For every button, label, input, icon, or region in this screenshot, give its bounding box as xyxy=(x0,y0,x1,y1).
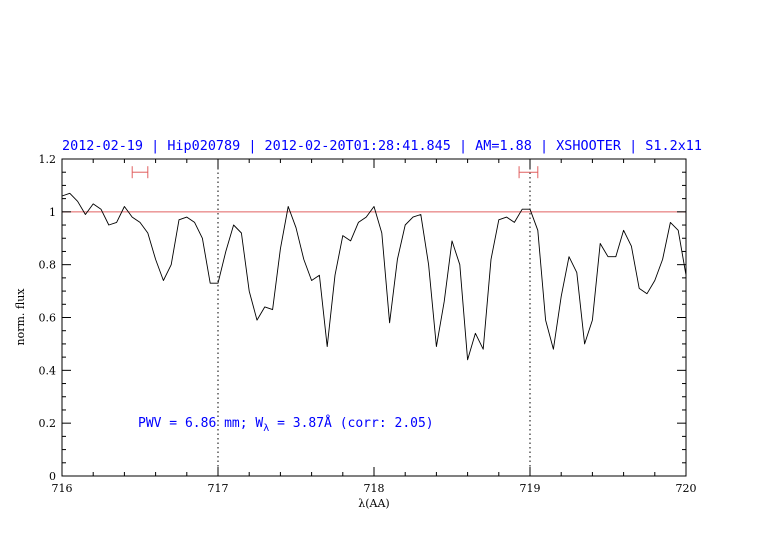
annotation-prefix: PWV = 6.86 mm; W xyxy=(138,416,263,431)
axis-ticks xyxy=(61,158,687,477)
y-tick-label: 1.2 xyxy=(39,153,57,166)
series-layer xyxy=(61,192,687,361)
pwv-annotation: PWV = 6.86 mm; Wλ = 3.87Å (corr: 2.05) xyxy=(138,415,434,434)
x-tick-label: 716 xyxy=(52,482,73,495)
y-tick-label: 0 xyxy=(49,470,56,483)
y-axis-label: norm. flux xyxy=(14,288,27,346)
continuum-window-1 xyxy=(518,166,539,179)
continuum-window-0 xyxy=(131,166,149,179)
x-tick-label: 720 xyxy=(676,482,697,495)
x-tick-label: 717 xyxy=(208,482,229,495)
x-tick-label: 718 xyxy=(364,482,385,495)
y-tick-label: 0.8 xyxy=(39,259,57,272)
x-tick-label: 719 xyxy=(520,482,541,495)
annotation-suffix: = 3.87Å (corr: 2.05) xyxy=(269,415,433,431)
x-axis-label: λ(AA) xyxy=(358,497,389,510)
reference-lines xyxy=(62,159,686,476)
annotation-subscript: λ xyxy=(263,423,269,434)
continuum-windows xyxy=(131,166,539,179)
tick-labels: 716 717 718 719 720 0 0.2 0.4 0.6 0.8 1 1.2 xyxy=(39,153,697,495)
chart-title: 2012-02-19 | Hip020789 | 2012-02-20T01:2… xyxy=(62,139,702,154)
y-tick-label: 0.6 xyxy=(39,312,57,325)
y-tick-label: 1 xyxy=(49,206,56,219)
spectrum-line-0 xyxy=(61,192,687,361)
y-tick-label: 0.4 xyxy=(39,364,57,377)
y-tick-label: 0.2 xyxy=(39,417,57,430)
